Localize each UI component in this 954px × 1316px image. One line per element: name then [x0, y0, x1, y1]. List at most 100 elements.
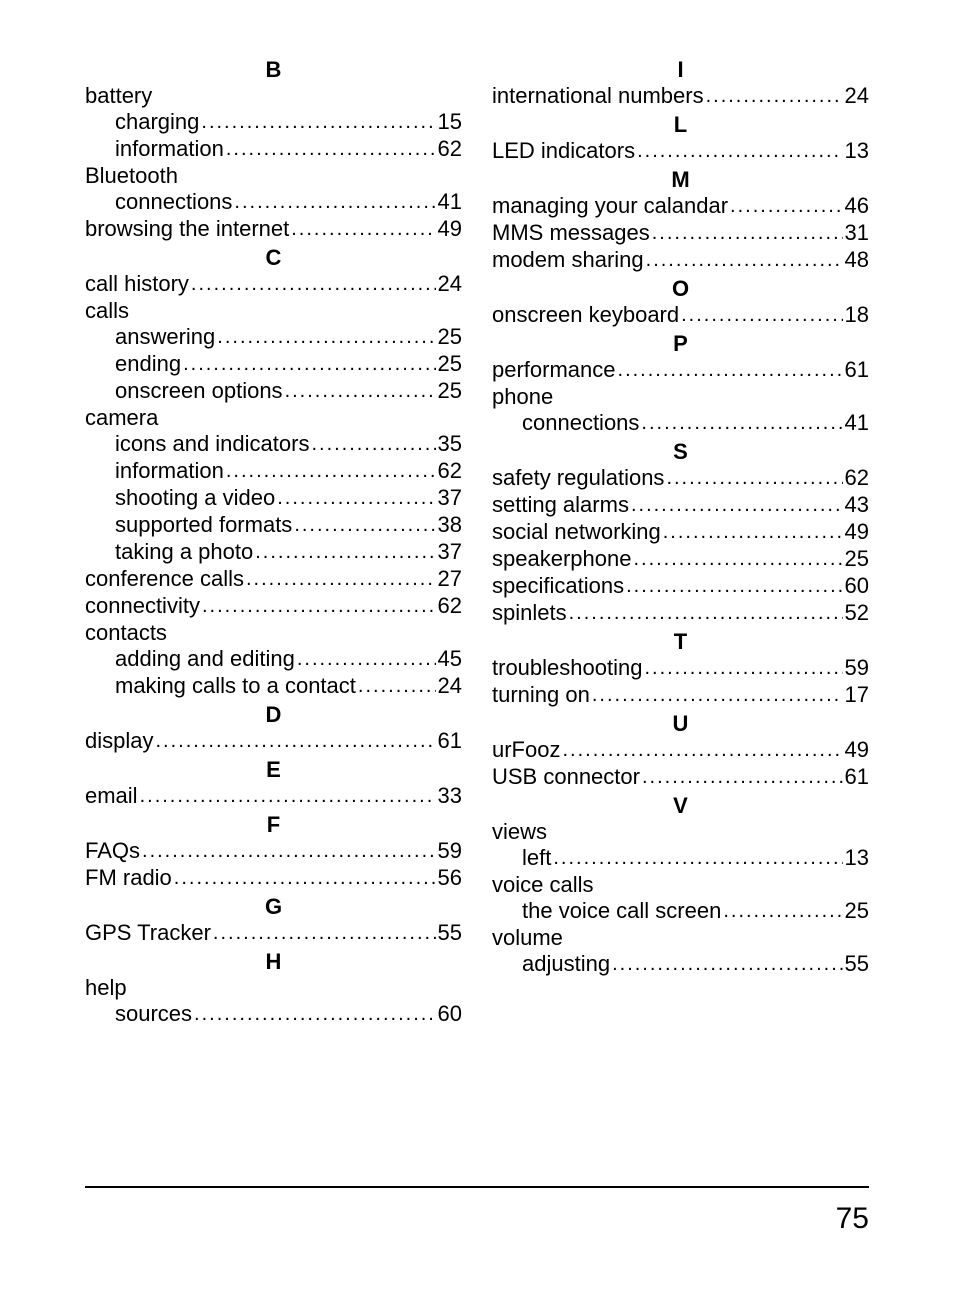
index-entry: spinlets 52	[492, 600, 869, 627]
index-term: spinlets	[492, 600, 567, 626]
index-entry: connections 41	[85, 189, 462, 216]
index-page-ref: 62	[845, 465, 869, 491]
section-letter: L	[492, 112, 869, 138]
index-page-ref: 49	[438, 216, 462, 242]
leader-dots	[618, 357, 843, 383]
leader-dots	[142, 838, 436, 864]
index-entry: LED indicators 13	[492, 138, 869, 165]
index-page-ref: 55	[845, 951, 869, 977]
index-entry: specifications 60	[492, 573, 869, 600]
section-letter: C	[85, 245, 462, 271]
index-heading: views	[492, 819, 869, 845]
index-term: taking a photo	[115, 539, 253, 565]
index-term: sources	[115, 1001, 192, 1027]
index-entry: left 13	[492, 845, 869, 872]
section-letter: G	[85, 894, 462, 920]
leader-dots	[297, 646, 436, 672]
leader-dots	[194, 1001, 435, 1027]
index-page-ref: 31	[845, 220, 869, 246]
index-term: specifications	[492, 573, 624, 599]
index-entry: call history 24	[85, 271, 462, 298]
leader-dots	[217, 324, 435, 350]
index-entry: modem sharing 48	[492, 247, 869, 274]
index-page-ref: 59	[438, 838, 462, 864]
leader-dots	[666, 465, 842, 491]
index-entry: connections 41	[492, 410, 869, 437]
index-entry: email 33	[85, 783, 462, 810]
index-entry: troubleshooting 59	[492, 655, 869, 682]
leader-dots	[285, 378, 436, 404]
leader-dots	[646, 247, 843, 273]
index-page-ref: 49	[845, 519, 869, 545]
leader-dots	[569, 600, 843, 626]
index-term: icons and indicators	[115, 431, 309, 457]
leader-dots	[183, 351, 435, 377]
index-entry: onscreen options 25	[85, 378, 462, 405]
index-term: managing your calandar	[492, 193, 728, 219]
leader-dots	[631, 492, 843, 518]
leader-dots	[553, 845, 842, 871]
leader-dots	[652, 220, 843, 246]
left-column: Bbatterycharging 15information 62Bluetoo…	[85, 55, 462, 1028]
index-term: connectivity	[85, 593, 200, 619]
index-page-ref: 25	[438, 324, 462, 350]
index-page-ref: 13	[845, 845, 869, 871]
index-entry: information 62	[85, 136, 462, 163]
index-entry: adding and editing 45	[85, 646, 462, 673]
index-page-ref: 25	[845, 898, 869, 924]
index-entry: the voice call screen 25	[492, 898, 869, 925]
index-page-ref: 45	[438, 646, 462, 672]
index-entry: international numbers 24	[492, 83, 869, 110]
leader-dots	[311, 431, 435, 457]
index-page-ref: 60	[438, 1001, 462, 1027]
index-term: email	[85, 783, 138, 809]
index-term: MMS messages	[492, 220, 650, 246]
index-page-ref: 52	[845, 600, 869, 626]
section-letter: P	[492, 331, 869, 357]
leader-dots	[358, 673, 436, 699]
index-page-ref: 17	[845, 682, 869, 708]
leader-dots	[155, 728, 435, 754]
index-term: speakerphone	[492, 546, 631, 572]
leader-dots	[246, 566, 436, 592]
index-heading: battery	[85, 83, 462, 109]
index-entry: making calls to a contact 24	[85, 673, 462, 700]
index-term: adding and editing	[115, 646, 295, 672]
index-entry: speakerphone 25	[492, 546, 869, 573]
index-page-ref: 62	[438, 593, 462, 619]
section-letter: I	[492, 57, 869, 83]
index-page-ref: 35	[438, 431, 462, 457]
index-term: social networking	[492, 519, 661, 545]
index-term: left	[522, 845, 551, 871]
index-page-ref: 37	[438, 485, 462, 511]
page-footer: 75	[85, 1186, 869, 1236]
index-term: browsing the internet	[85, 216, 289, 242]
section-letter: U	[492, 711, 869, 737]
leader-dots	[730, 193, 842, 219]
index-page-ref: 25	[845, 546, 869, 572]
index-heading: help	[85, 975, 462, 1001]
index-term: making calls to a contact	[115, 673, 356, 699]
index-term: adjusting	[522, 951, 610, 977]
index-heading: camera	[85, 405, 462, 431]
section-letter: B	[85, 57, 462, 83]
index-term: conference calls	[85, 566, 244, 592]
index-term: modem sharing	[492, 247, 644, 273]
leader-dots	[294, 512, 435, 538]
index-term: troubleshooting	[492, 655, 642, 681]
index-heading: calls	[85, 298, 462, 324]
index-term: FAQs	[85, 838, 140, 864]
index-term: ending	[115, 351, 181, 377]
index-page-ref: 56	[438, 865, 462, 891]
index-term: turning on	[492, 682, 590, 708]
index-entry: managing your calandar 46	[492, 193, 869, 220]
index-term: safety regulations	[492, 465, 664, 491]
section-letter: T	[492, 629, 869, 655]
index-page-ref: 37	[438, 539, 462, 565]
page-number: 75	[836, 1202, 869, 1235]
index-page-ref: 62	[438, 136, 462, 162]
index-entry: browsing the internet 49	[85, 216, 462, 243]
index-page-ref: 62	[438, 458, 462, 484]
index-page-ref: 48	[845, 247, 869, 273]
index-term: charging	[115, 109, 199, 135]
